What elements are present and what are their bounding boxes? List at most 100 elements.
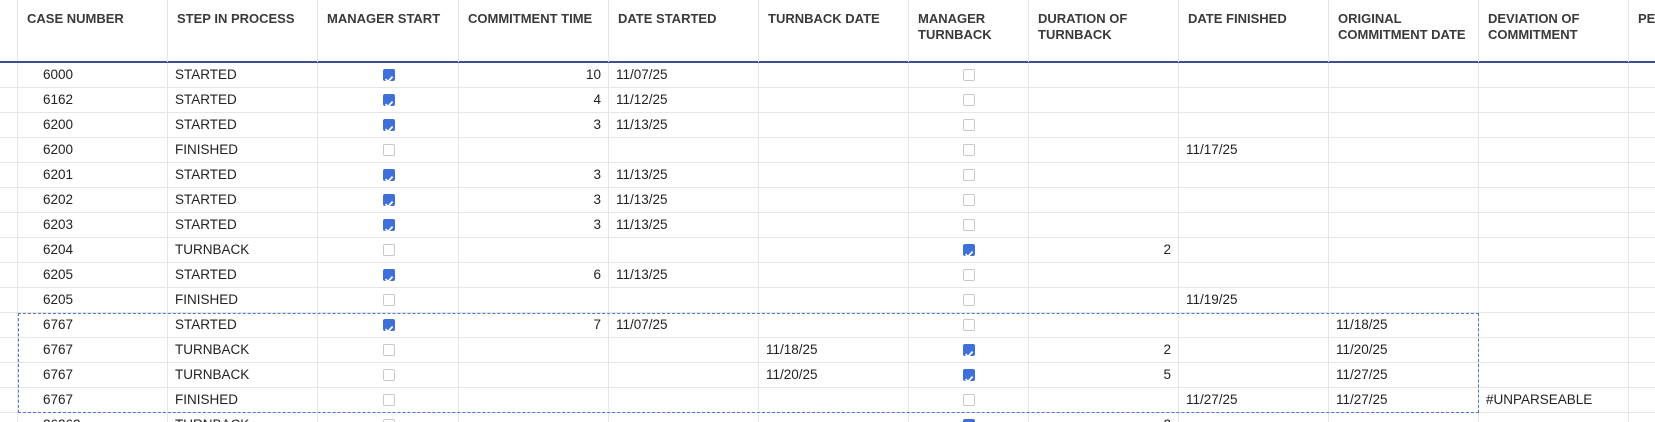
cell[interactable] (1029, 163, 1179, 188)
cell[interactable] (609, 363, 759, 388)
checkbox[interactable] (382, 144, 395, 156)
cell[interactable] (759, 313, 909, 338)
cell[interactable] (1029, 213, 1179, 238)
cell[interactable] (459, 238, 609, 263)
cell[interactable]: TURNBACK (168, 363, 318, 388)
cell[interactable] (1029, 138, 1179, 163)
cell[interactable] (1029, 88, 1179, 113)
cell[interactable] (909, 113, 1029, 138)
cell[interactable]: 11/13/25 (609, 213, 759, 238)
cell[interactable] (318, 388, 459, 413)
cell[interactable]: 6162 (18, 88, 168, 113)
cell[interactable]: STARTED (168, 313, 318, 338)
cell[interactable] (318, 63, 459, 88)
cell[interactable]: 11/12/25 (609, 88, 759, 113)
cell[interactable] (609, 138, 759, 163)
column-header[interactable]: STEP IN PROCESS (168, 0, 318, 62)
cell[interactable]: 4 (459, 88, 609, 113)
cell[interactable]: 6 (459, 263, 609, 288)
checkbox[interactable] (382, 269, 395, 283)
cell[interactable] (1629, 63, 1655, 88)
cell[interactable]: 11/07/25 (609, 63, 759, 88)
checkbox[interactable] (963, 319, 975, 331)
cell[interactable] (1479, 363, 1629, 388)
cell[interactable] (609, 288, 759, 313)
cell[interactable] (1179, 263, 1329, 288)
cell[interactable] (1329, 238, 1479, 263)
cell[interactable]: 11/17/25 (1179, 138, 1329, 163)
column-header[interactable]: ORIGINAL COMMITMENT DATE (1329, 0, 1479, 62)
cell[interactable] (1629, 288, 1655, 313)
cell[interactable] (1629, 413, 1655, 422)
cell[interactable]: 11/13/25 (609, 188, 759, 213)
column-header[interactable]: DEVIATION OF COMMITMENT (1479, 0, 1629, 62)
checkbox[interactable] (382, 294, 395, 306)
cell[interactable]: 2 (1029, 338, 1179, 363)
cell[interactable] (318, 213, 459, 238)
cell[interactable]: STARTED (168, 88, 318, 113)
cell[interactable] (1629, 388, 1655, 413)
cell[interactable] (318, 338, 459, 363)
cell[interactable] (1629, 113, 1655, 138)
cell[interactable]: 7 (459, 313, 609, 338)
cell[interactable] (318, 88, 459, 113)
checkbox[interactable] (963, 169, 975, 181)
cell[interactable] (1329, 188, 1479, 213)
column-header[interactable]: DURATION OF TURNBACK (1029, 0, 1179, 62)
cell[interactable]: 11/18/25 (1329, 313, 1479, 338)
cell[interactable]: 6767 (18, 338, 168, 363)
cell[interactable] (759, 63, 909, 88)
cell[interactable] (459, 138, 609, 163)
cell[interactable] (1629, 263, 1655, 288)
cell[interactable]: 11/27/25 (1329, 363, 1479, 388)
cell[interactable] (759, 238, 909, 263)
cell[interactable] (1329, 163, 1479, 188)
cell[interactable] (1479, 338, 1629, 363)
checkbox[interactable] (963, 194, 975, 206)
cell[interactable] (759, 263, 909, 288)
checkbox[interactable] (963, 269, 975, 281)
cell[interactable] (1179, 163, 1329, 188)
checkbox[interactable] (382, 194, 395, 208)
cell[interactable]: 6767 (18, 363, 168, 388)
cell[interactable]: 26262 (18, 413, 168, 422)
cell[interactable] (1179, 238, 1329, 263)
cell[interactable]: STARTED (168, 188, 318, 213)
column-header[interactable]: DATE STARTED (609, 0, 759, 62)
cell[interactable]: STARTED (168, 163, 318, 188)
cell[interactable] (909, 238, 1029, 263)
checkbox[interactable] (382, 244, 395, 256)
cell[interactable] (318, 413, 459, 422)
cell[interactable] (909, 263, 1029, 288)
column-header[interactable]: DATE FINISHED (1179, 0, 1329, 62)
cell[interactable]: 11/20/25 (1329, 338, 1479, 363)
cell[interactable] (759, 188, 909, 213)
cell[interactable] (909, 338, 1029, 363)
cell[interactable] (1329, 88, 1479, 113)
cell[interactable] (318, 138, 459, 163)
cell[interactable] (318, 288, 459, 313)
column-header[interactable]: PE (1629, 0, 1655, 62)
cell[interactable] (609, 238, 759, 263)
column-header[interactable]: MANAGER START (318, 0, 459, 62)
cell[interactable] (1479, 263, 1629, 288)
cell[interactable]: 6204 (18, 238, 168, 263)
checkbox[interactable] (382, 369, 395, 381)
cell[interactable] (759, 138, 909, 163)
cell[interactable]: 11/27/25 (1179, 388, 1329, 413)
cell[interactable] (759, 213, 909, 238)
cell[interactable] (909, 138, 1029, 163)
cell[interactable] (1179, 188, 1329, 213)
cell[interactable] (1479, 63, 1629, 88)
cell[interactable] (1029, 388, 1179, 413)
checkbox[interactable] (963, 344, 975, 358)
cell[interactable]: 3 (459, 113, 609, 138)
cell[interactable] (759, 288, 909, 313)
cell[interactable] (759, 163, 909, 188)
cell[interactable] (459, 388, 609, 413)
cell[interactable] (1179, 313, 1329, 338)
cell[interactable] (318, 163, 459, 188)
cell[interactable] (1179, 88, 1329, 113)
cell[interactable]: TURNBACK (168, 338, 318, 363)
cell[interactable] (1629, 138, 1655, 163)
